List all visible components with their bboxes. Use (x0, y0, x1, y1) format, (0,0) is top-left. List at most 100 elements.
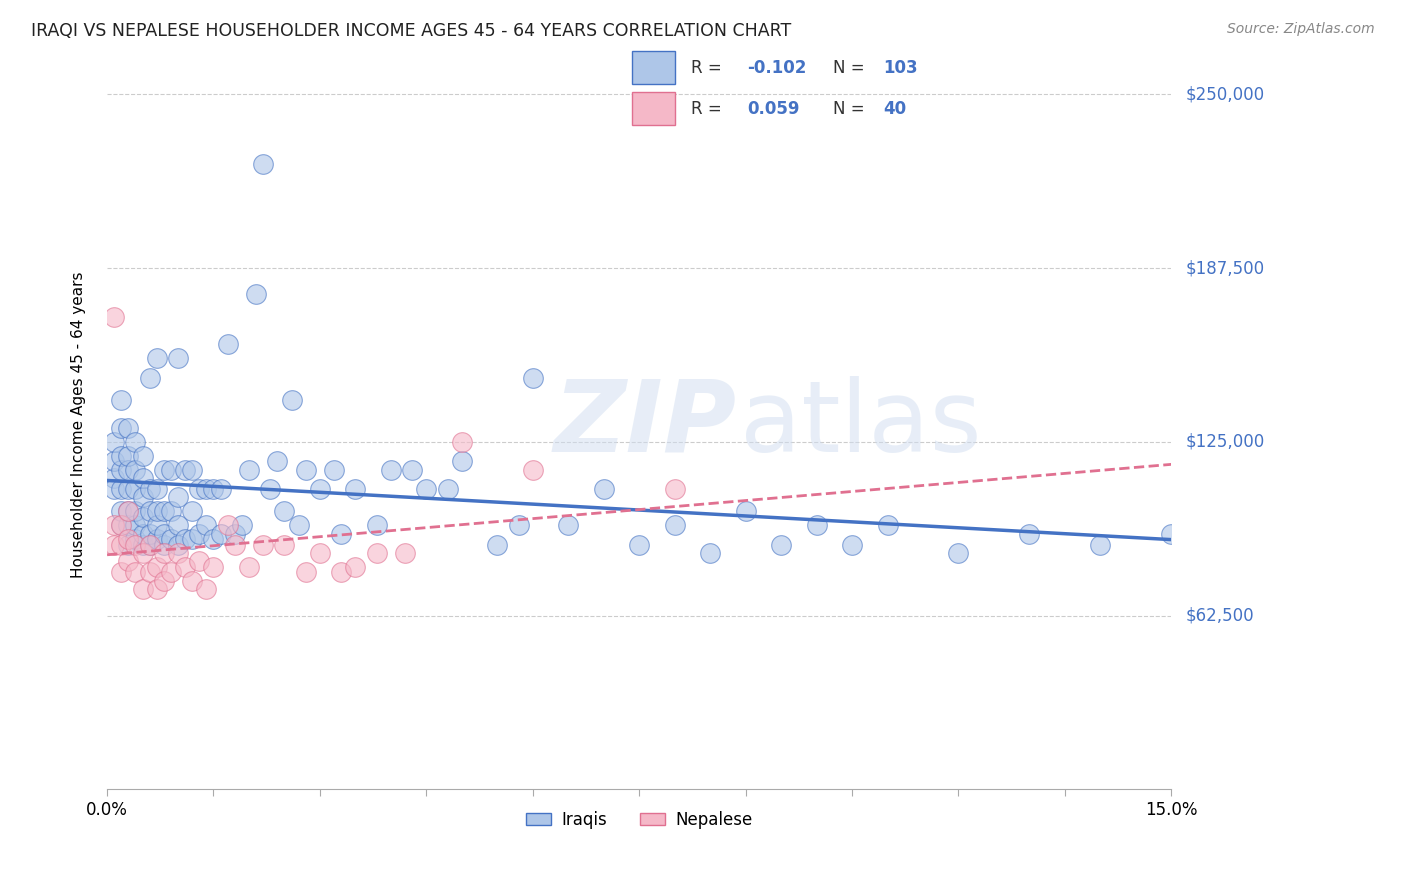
Point (117, 538, 139, 552)
Point (110, 538, 132, 552)
Point (117, 482, 139, 496)
Point (103, 434, 125, 449)
Point (224, 538, 246, 552)
Point (167, 351, 190, 366)
Point (145, 559, 167, 574)
Point (138, 538, 160, 552)
Point (224, 526, 246, 541)
Point (806, 518, 828, 533)
Point (124, 518, 146, 533)
Point (522, 371, 544, 385)
Bar (631, 51, 675, 85)
Point (209, 526, 232, 541)
Point (160, 462, 183, 476)
Point (436, 482, 458, 496)
Point (124, 482, 146, 496)
Point (110, 482, 132, 496)
Text: IRAQI VS NEPALESE HOUSEHOLDER INCOME AGES 45 - 64 YEARS CORRELATION CHART: IRAQI VS NEPALESE HOUSEHOLDER INCOME AGE… (31, 22, 792, 40)
Point (110, 462, 132, 476)
Point (273, 504, 295, 518)
Point (294, 462, 316, 476)
Text: 40: 40 (883, 100, 905, 118)
Point (309, 546, 332, 560)
Point (124, 462, 146, 476)
Point (117, 421, 139, 435)
Point (138, 538, 160, 552)
Text: N =: N = (834, 59, 870, 77)
Point (628, 538, 651, 552)
Point (238, 559, 260, 574)
Point (138, 482, 160, 496)
Point (103, 310, 125, 324)
Point (103, 538, 125, 552)
Point (181, 504, 204, 518)
Point (188, 554, 211, 568)
Point (486, 538, 509, 552)
Point (394, 546, 416, 560)
Point (167, 546, 190, 560)
Point (1160, 526, 1182, 541)
Point (195, 518, 218, 533)
Point (160, 504, 183, 518)
Point (131, 526, 153, 541)
Point (181, 532, 204, 546)
Point (202, 482, 225, 496)
Text: $250,000: $250,000 (1185, 86, 1264, 103)
Point (110, 393, 132, 408)
Point (124, 434, 146, 449)
Point (103, 454, 125, 468)
Text: $62,500: $62,500 (1185, 607, 1254, 624)
Point (103, 518, 125, 533)
Point (664, 482, 686, 496)
Point (145, 504, 167, 518)
Text: -0.102: -0.102 (748, 59, 807, 77)
Point (131, 582, 153, 596)
Point (948, 546, 970, 560)
Point (103, 471, 125, 485)
Point (181, 462, 204, 476)
Text: ZIP: ZIP (554, 376, 737, 473)
Point (217, 337, 239, 351)
Point (131, 546, 153, 560)
Point (174, 462, 197, 476)
Point (344, 559, 367, 574)
Point (450, 454, 472, 468)
Y-axis label: Householder Income Ages 45 - 64 years: Householder Income Ages 45 - 64 years (72, 271, 86, 578)
Point (160, 566, 183, 580)
Point (174, 559, 197, 574)
Point (153, 538, 176, 552)
Point (330, 566, 353, 580)
Point (153, 546, 176, 560)
Point (138, 526, 160, 541)
Point (167, 538, 190, 552)
Point (238, 462, 260, 476)
Point (245, 287, 267, 301)
Text: R =: R = (692, 100, 727, 118)
Point (309, 482, 332, 496)
Point (522, 462, 544, 476)
Point (110, 518, 132, 533)
Point (110, 518, 132, 533)
Point (167, 518, 190, 533)
Text: 0.059: 0.059 (748, 100, 800, 118)
Point (124, 538, 146, 552)
Text: R =: R = (692, 59, 727, 77)
Point (259, 482, 281, 496)
Text: $187,500: $187,500 (1185, 259, 1264, 277)
Point (202, 559, 225, 574)
Point (770, 538, 793, 552)
Point (734, 504, 756, 518)
Point (592, 482, 614, 496)
Point (415, 482, 437, 496)
Point (401, 462, 423, 476)
Point (103, 482, 125, 496)
Point (145, 482, 167, 496)
Point (699, 546, 721, 560)
Text: N =: N = (834, 100, 870, 118)
Point (380, 462, 402, 476)
Point (266, 454, 288, 468)
Point (664, 518, 686, 533)
Point (876, 518, 898, 533)
Point (217, 518, 239, 533)
Point (110, 504, 132, 518)
